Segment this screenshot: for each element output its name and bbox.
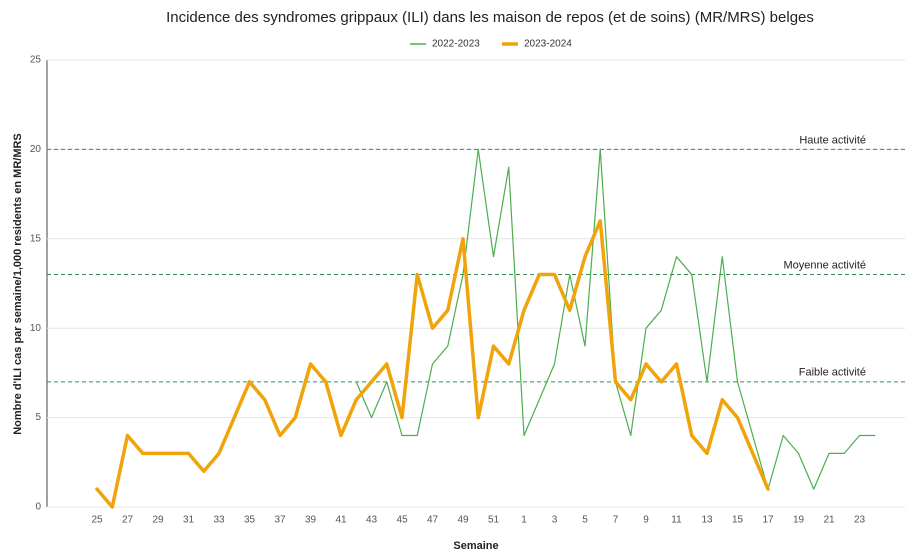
series-line [95,219,770,509]
x-tick-label: 43 [366,515,378,526]
x-tick-label: 41 [335,515,347,526]
x-tick-label: 49 [457,515,469,526]
chart-title: Incidence des syndromes grippaux (ILI) d… [166,9,814,26]
x-axis-title: Semaine [453,540,498,552]
x-tick-label: 45 [396,515,408,526]
reference-label: Faible activité [799,367,866,379]
x-tick-label: 7 [613,515,619,526]
x-tick-label: 5 [582,515,588,526]
y-tick-label: 0 [35,502,41,513]
x-tick-label: 13 [701,515,713,526]
x-tick-label: 33 [213,515,225,526]
x-tick-label: 31 [183,515,195,526]
x-tick-label: 17 [762,515,774,526]
x-tick-label: 19 [793,515,805,526]
x-tick-label: 9 [643,515,649,526]
y-tick-label: 20 [30,144,42,155]
x-tick-label: 47 [427,515,439,526]
reference-label: Haute activité [799,134,866,146]
y-tick-label: 15 [30,233,42,244]
x-tick-label: 21 [823,515,835,526]
series-line [355,148,876,490]
y-tick-label: 10 [30,323,42,334]
y-axis-title: Nombre d'ILI cas par semaine/1,000 resid… [12,133,24,435]
x-tick-label: 11 [671,515,682,526]
x-tick-label: 29 [152,515,164,526]
x-tick-label: 3 [552,515,558,526]
x-tick-label: 27 [122,515,134,526]
y-tick-label: 25 [30,55,42,66]
legend-label: 2022-2023 [432,39,480,50]
y-tick-label: 5 [35,412,41,423]
x-tick-label: 23 [854,515,866,526]
x-tick-label: 51 [488,515,500,526]
x-tick-label: 39 [305,515,317,526]
legend-label: 2023-2024 [524,39,572,50]
x-tick-label: 1 [521,515,527,526]
x-tick-label: 25 [91,515,103,526]
reference-label: Moyenne activité [783,259,866,271]
x-tick-label: 37 [274,515,286,526]
x-tick-label: 35 [244,515,256,526]
x-tick-label: 15 [732,515,744,526]
